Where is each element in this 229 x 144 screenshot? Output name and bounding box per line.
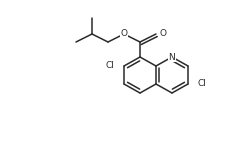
Text: N: N <box>168 53 175 61</box>
Text: Cl: Cl <box>105 61 114 71</box>
Text: Cl: Cl <box>197 79 206 89</box>
Text: O: O <box>120 30 127 38</box>
Text: O: O <box>159 30 166 38</box>
